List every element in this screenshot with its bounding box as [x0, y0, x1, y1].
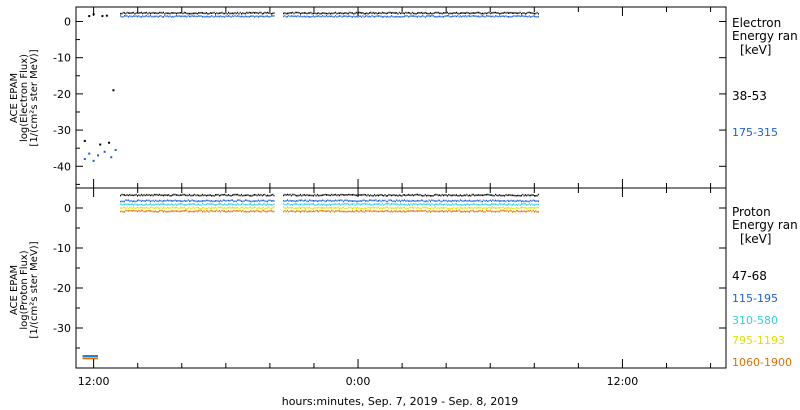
electron-legend-38-53: 38-53 — [732, 89, 767, 103]
electron-legend: Electron Energy ran [keV] 38-53 175-315 — [732, 16, 798, 139]
electron-data-marks — [83, 11, 539, 162]
proton-data-marks — [82, 193, 539, 360]
electron-legend-title-1: Electron — [732, 16, 781, 30]
proton-ylabel-line2: log(Proton Flux) — [19, 250, 30, 329]
electron-early-point — [99, 143, 102, 146]
proton-series-310-580 — [120, 202, 539, 206]
proton-yaxis-ticks: 0 -10 -20 -30 — [53, 187, 726, 349]
electron-early-point — [88, 15, 91, 18]
electron-series-38-53 — [120, 11, 539, 15]
electron-series-175-315 — [120, 14, 539, 18]
electron-early-point — [105, 14, 108, 17]
electron-ytick-label: -40 — [53, 160, 71, 173]
proton-series-795-1193 — [120, 206, 539, 210]
proton-legend-1060-1900: 1060-1900 — [732, 356, 792, 369]
electron-legend-title-3: [keV] — [740, 43, 771, 57]
electron-panel: ACE EPAM log(Electron Flux) [1/(cm²s ste… — [9, 6, 727, 189]
electron-early-point — [97, 154, 100, 157]
proton-ylabel-line3: [1/(cm²s ster MeV)] — [29, 241, 40, 338]
proton-series-115-195 — [120, 199, 539, 203]
electron-early-point — [88, 152, 91, 155]
proton-legend-310-580: 310-580 — [732, 314, 778, 327]
proton-series-47-68 — [120, 193, 539, 197]
electron-early-point — [101, 15, 104, 18]
proton-legend-115-195: 115-195 — [732, 292, 778, 305]
proton-legend-795-1193: 795-1193 — [732, 334, 785, 347]
electron-early-point — [112, 89, 115, 92]
electron-ylabel-line3: [1/(cm²s ster MeV)] — [29, 49, 40, 146]
electron-early-point — [92, 159, 95, 162]
proton-legend-title-2: Energy ran — [732, 218, 798, 232]
electron-ylabel-line1: ACE EPAM — [9, 73, 20, 123]
xtick-label: 0:00 — [346, 375, 371, 388]
proton-ytick-label: -30 — [53, 322, 71, 335]
proton-legend-47-68: 47-68 — [732, 269, 767, 283]
electron-ytick-label: -10 — [53, 52, 71, 65]
proton-ytick-label: -10 — [53, 242, 71, 255]
electron-legend-title-2: Energy ran — [732, 29, 798, 43]
time-axis-title: hours:minutes, Sep. 7, 2019 - Sep. 8, 20… — [282, 395, 519, 408]
proton-plot-frame — [75, 187, 727, 369]
time-axis-ticks: 12:00 0:00 12:00 — [78, 7, 712, 388]
electron-early-point — [110, 156, 113, 159]
electron-ytick-label: -20 — [53, 88, 71, 101]
proton-legend-title-3: [keV] — [740, 232, 771, 246]
electron-early-point — [114, 148, 117, 151]
xtick-label: 12:00 — [78, 375, 110, 388]
electron-early-point — [103, 150, 106, 153]
electron-yaxis-ticks: 0 -10 -20 -30 -40 — [53, 15, 726, 185]
proton-panel: ACE EPAM log(Proton Flux) [1/(cm²s ster … — [9, 187, 727, 369]
electron-early-point — [83, 158, 86, 161]
proton-ytick-label: 0 — [64, 202, 71, 215]
electron-legend-175-315: 175-315 — [732, 126, 778, 139]
proton-ylabel-line1: ACE EPAM — [9, 265, 20, 315]
xtick-label: 12:00 — [607, 375, 639, 388]
electron-early-point — [108, 141, 111, 144]
electron-plot-frame — [75, 6, 727, 189]
proton-series-1060-1900 — [120, 209, 539, 213]
proton-legend: Proton Energy ran [keV] 47-68 115-195 31… — [732, 205, 798, 369]
electron-ytick-label: 0 — [64, 15, 71, 28]
proton-legend-title-1: Proton — [732, 205, 771, 219]
electron-early-point — [83, 139, 86, 142]
electron-ylabel-line2: log(Electron Flux) — [19, 54, 30, 142]
proton-ytick-label: -20 — [53, 282, 71, 295]
electron-ytick-label: -30 — [53, 124, 71, 137]
